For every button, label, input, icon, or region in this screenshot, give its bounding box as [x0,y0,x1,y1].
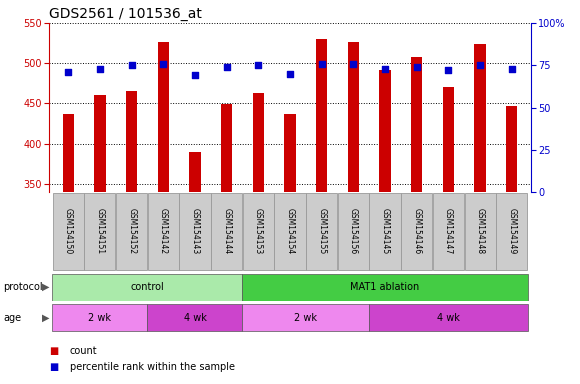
Text: ▶: ▶ [42,313,49,323]
Point [476,62,485,68]
FancyBboxPatch shape [179,193,211,270]
Text: 2 wk: 2 wk [294,313,317,323]
Text: GSM154142: GSM154142 [159,208,168,255]
Text: GSM154150: GSM154150 [64,208,73,255]
Text: GSM154156: GSM154156 [349,208,358,255]
Text: GSM154144: GSM154144 [222,208,231,255]
Point [64,69,73,75]
Text: GSM154143: GSM154143 [190,208,200,255]
Text: GSM154145: GSM154145 [380,208,390,255]
Point [285,71,295,77]
FancyBboxPatch shape [369,193,401,270]
Text: control: control [130,282,164,292]
Point [95,66,104,72]
Bar [221,104,232,192]
Point [127,62,136,68]
FancyBboxPatch shape [147,304,242,331]
Text: age: age [3,313,21,323]
Bar [379,70,390,192]
FancyBboxPatch shape [242,304,369,331]
Text: ■: ■ [49,362,59,372]
Text: GSM154149: GSM154149 [507,208,516,255]
Point [190,72,200,78]
Text: 2 wk: 2 wk [89,313,111,323]
FancyBboxPatch shape [496,193,527,270]
Point [222,64,231,70]
Bar [126,91,137,192]
Point [253,62,263,68]
Text: 4 wk: 4 wk [183,313,206,323]
Bar [190,152,201,192]
Point [412,64,421,70]
Text: GSM154147: GSM154147 [444,208,453,255]
FancyBboxPatch shape [85,193,115,270]
Bar [411,57,422,192]
Text: protocol: protocol [3,282,42,292]
Text: MAT1 ablation: MAT1 ablation [350,282,420,292]
Text: ■: ■ [49,346,59,356]
FancyBboxPatch shape [53,193,84,270]
FancyBboxPatch shape [211,193,242,270]
FancyBboxPatch shape [116,193,147,270]
Bar [95,96,106,192]
FancyBboxPatch shape [369,304,528,331]
FancyBboxPatch shape [338,193,369,270]
Text: ▶: ▶ [42,282,49,292]
Bar [284,114,296,192]
FancyBboxPatch shape [274,193,306,270]
FancyBboxPatch shape [52,304,147,331]
FancyBboxPatch shape [243,193,274,270]
Point [444,67,453,73]
Text: GSM154154: GSM154154 [285,208,295,255]
FancyBboxPatch shape [148,193,179,270]
FancyBboxPatch shape [401,193,432,270]
Text: GSM154151: GSM154151 [96,208,104,255]
Text: GSM154155: GSM154155 [317,208,326,255]
Point [507,66,516,72]
Bar [443,88,454,192]
Point [349,61,358,67]
Point [380,66,390,72]
FancyBboxPatch shape [465,193,495,270]
Bar [63,114,74,192]
Point [317,61,327,67]
Bar [348,41,359,192]
Text: percentile rank within the sample: percentile rank within the sample [70,362,234,372]
Text: GSM154152: GSM154152 [127,208,136,255]
Text: GSM154153: GSM154153 [254,208,263,255]
Text: GSM154148: GSM154148 [476,208,484,255]
Bar [253,93,264,192]
Bar [158,41,169,192]
FancyBboxPatch shape [433,193,464,270]
Bar [474,44,485,192]
Text: GSM154146: GSM154146 [412,208,421,255]
Text: 4 wk: 4 wk [437,313,460,323]
FancyBboxPatch shape [52,273,242,301]
Bar [316,39,327,192]
Bar [506,106,517,192]
Text: count: count [70,346,97,356]
Text: GDS2561 / 101536_at: GDS2561 / 101536_at [49,7,202,21]
FancyBboxPatch shape [242,273,528,301]
Point [159,61,168,67]
FancyBboxPatch shape [306,193,337,270]
